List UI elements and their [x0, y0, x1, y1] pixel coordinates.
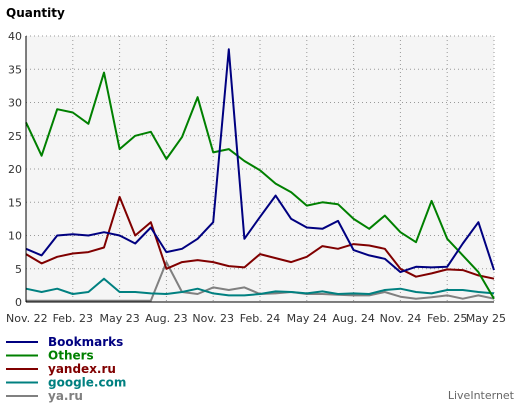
x-tick-label: May 23 — [99, 312, 139, 325]
x-tick-label: Nov. 23 — [192, 312, 234, 325]
x-tick-label: Feb. 25 — [427, 312, 467, 325]
y-tick-label: 0 — [15, 296, 22, 309]
x-tick-label: May 25 — [466, 312, 506, 325]
legend-label: Others — [48, 349, 94, 363]
brand-label: LiveInternet — [448, 389, 515, 402]
y-tick-label: 25 — [8, 130, 22, 143]
x-tick-label: May 24 — [287, 312, 327, 325]
chart-title: Quantity — [6, 6, 65, 20]
y-tick-label: 30 — [8, 97, 22, 110]
legend-label: yandex.ru — [48, 362, 116, 376]
x-tick-label: Nov. 24 — [380, 312, 422, 325]
y-tick-label: 20 — [8, 163, 22, 176]
y-tick-label: 40 — [8, 30, 22, 43]
x-tick-label: Nov. 22 — [6, 312, 48, 325]
y-tick-label: 5 — [15, 263, 22, 276]
y-tick-label: 35 — [8, 63, 22, 76]
y-tick-label: 15 — [8, 196, 22, 209]
series-lines — [25, 48, 495, 302]
x-tick-label: Feb. 23 — [53, 312, 93, 325]
grid — [26, 35, 495, 302]
legend-label: Bookmarks — [48, 335, 123, 349]
legend-label: google.com — [48, 376, 126, 390]
series-line — [25, 48, 495, 274]
x-axis: Nov. 22 Feb. 23 May 23 Aug. 23 Nov. 23 Feb. 2… — [6, 312, 506, 325]
y-tick-label: 10 — [8, 230, 22, 243]
x-tick-label: Feb. 24 — [240, 312, 280, 325]
x-tick-label: Aug. 23 — [145, 312, 187, 325]
series-line — [25, 71, 495, 300]
series-line — [25, 195, 495, 280]
y-axis: 0 5 10 15 20 25 30 35 40 — [8, 30, 22, 309]
legend-label: ya.ru — [48, 389, 83, 403]
x-tick-label: Aug. 24 — [332, 312, 374, 325]
series-line — [25, 277, 495, 297]
